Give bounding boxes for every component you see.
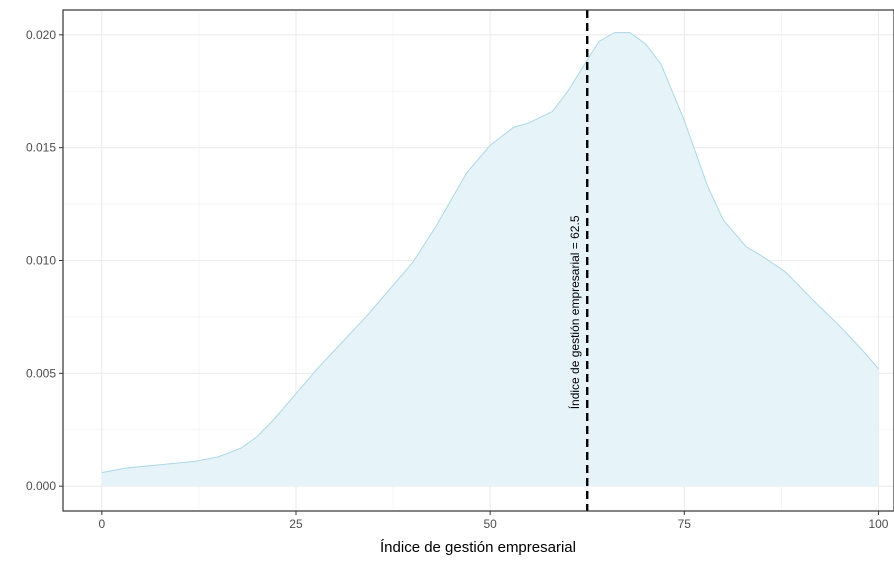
area-layer (101, 32, 879, 487)
x-tick-label: 100 (868, 517, 888, 531)
density-line (101, 32, 879, 474)
y-tick-label: 0.000 (26, 479, 56, 493)
x-axis-title: Índice de gestión empresarial (380, 539, 576, 556)
y-tick-label: 0.010 (26, 254, 56, 268)
x-axis: 0 25 50 75 100 (98, 511, 889, 531)
y-axis: 0.000 0.005 0.010 0.015 0.020 (26, 28, 63, 493)
y-tick-label: 0.005 (26, 366, 56, 380)
reference-line-layer: Índice de gestión empresarial = 62.5 (567, 10, 589, 511)
x-tick-label: 25 (289, 517, 303, 531)
x-tick-label: 50 (483, 517, 497, 531)
x-tick-label: 0 (98, 517, 105, 531)
y-tick-label: 0.020 (26, 28, 56, 42)
x-tick-label: 75 (678, 517, 692, 531)
density-area (101, 32, 879, 487)
y-tick-label: 0.015 (26, 141, 56, 155)
reference-line-label: Índice de gestión empresarial = 62.5 (567, 215, 582, 409)
